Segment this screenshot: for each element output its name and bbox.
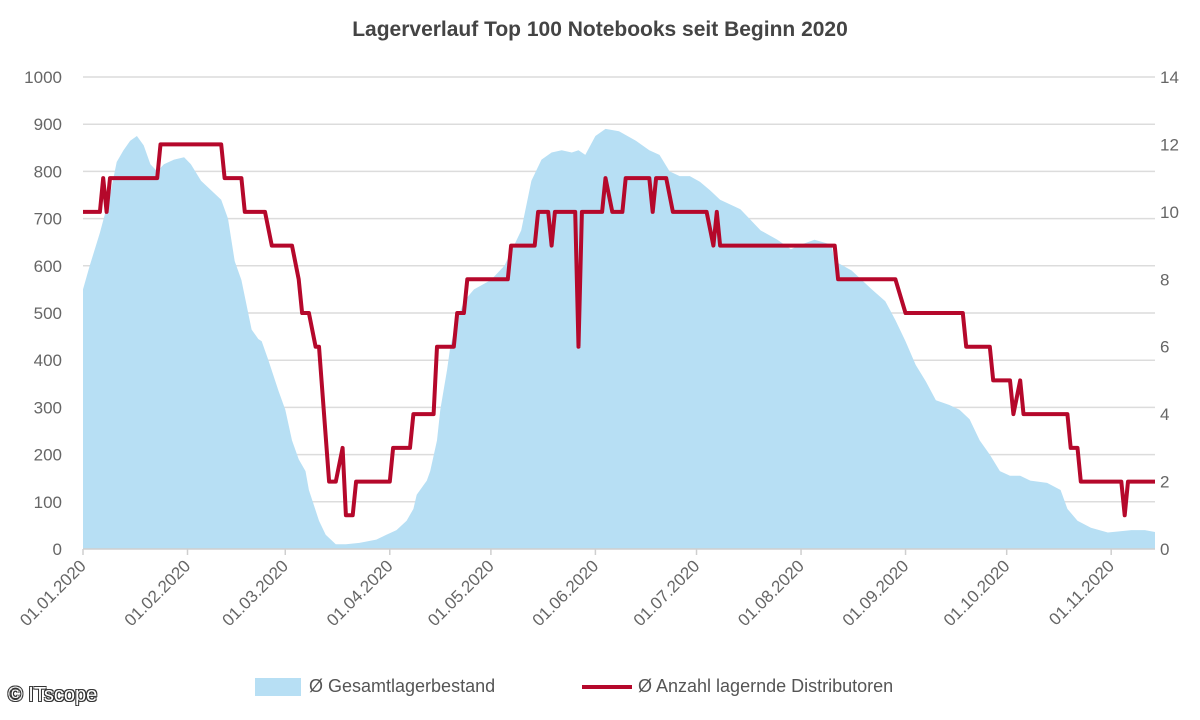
chart-title: Lagerverlauf Top 100 Notebooks seit Begi… [352,18,848,41]
y-right-tick-label: 8 [1160,270,1169,289]
legend-swatch-line [582,684,632,689]
x-tick-label: 01.10.2020 [940,556,1014,630]
x-tick-label: 01.11.2020 [1045,556,1118,629]
line-series-distributoren [83,142,1155,518]
y-left-tick-label: 0 [53,540,62,559]
y-left-tick-label: 100 [34,493,62,512]
y-left-tick-label: 800 [34,162,62,181]
x-tick-label: 01.07.2020 [630,556,704,630]
y-right-tick-label: 6 [1160,338,1169,357]
y-right-tick-label: 14 [1160,68,1179,87]
y-right-tick-label: 12 [1160,135,1179,154]
x-tick-label: 01.06.2020 [529,556,603,630]
x-tick-label: 01.01.2020 [16,556,90,630]
y-right-tick-label: 0 [1160,540,1169,559]
y-right-tick-label: 4 [1160,405,1169,424]
y-left-tick-label: 700 [34,210,62,229]
legend-item-distributoren: Ø Anzahl lagernde Distributoren [582,676,893,697]
y-right-tick-label: 10 [1160,203,1179,222]
y-left-tick-label: 400 [34,351,62,370]
x-tick-label: 01.05.2020 [424,556,498,630]
x-tick-label: 01.04.2020 [323,556,397,630]
area-series-gesamtlagerbestand [83,128,1155,549]
x-tick-label: 01.09.2020 [839,556,913,630]
legend-label: Ø Anzahl lagernde Distributoren [638,676,894,696]
y-left-tick-label: 300 [34,398,62,417]
y-right-tick-label: 2 [1160,473,1169,492]
y-left-tick-label: 600 [34,257,62,276]
x-tick-label: 01.02.2020 [121,556,195,630]
y-left-tick-label: 500 [34,304,62,323]
x-tick-label: 01.03.2020 [218,556,292,630]
legend-label: Ø Gesamtlagerbestand [309,676,496,696]
y-left-tick-label: 1000 [24,68,62,87]
y-left-tick-label: 200 [34,446,62,465]
legend-swatch-area [255,677,301,696]
watermark-logo: © ITscope [8,684,98,706]
x-tick-label: 01.08.2020 [734,556,808,630]
legend-item-gesamtlagerbestand: Ø Gesamtlagerbestand [255,676,495,697]
y-left-tick-label: 900 [34,115,62,134]
